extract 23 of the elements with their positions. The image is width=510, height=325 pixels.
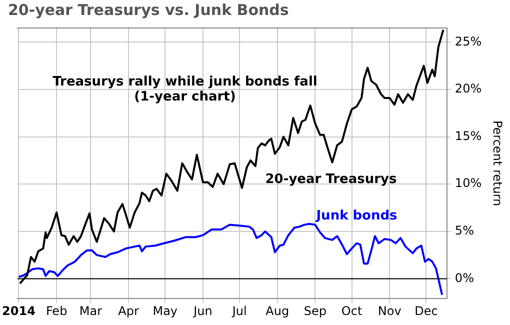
series-label: 20-year Treasurys xyxy=(265,172,398,187)
x-tick-label: Aug xyxy=(266,304,290,318)
y-tick-label: 0% xyxy=(454,270,474,285)
y-tick-label: 10% xyxy=(454,176,482,190)
series-label: Junk bonds xyxy=(315,208,398,224)
chart-title: 20-year Treasurys vs. Junk Bonds xyxy=(8,0,289,19)
x-tick-label: Mar xyxy=(79,304,102,318)
x-tick-label: Sep xyxy=(304,304,326,318)
annotation: Treasurys rally while junk bonds fall (1-year chart) xyxy=(52,74,318,104)
x-tick-label: Dec xyxy=(414,304,438,318)
x-tick-label: Nov xyxy=(378,304,402,318)
y-tick-label: 5% xyxy=(454,224,474,238)
y-tick-label: 15% xyxy=(454,128,482,143)
y-tick-label: 20% xyxy=(454,82,482,96)
x-tick-label: Jul xyxy=(231,304,247,318)
x-tick-label: Apr xyxy=(118,304,139,318)
x-tick-label: May xyxy=(152,304,178,318)
x-tick-label: Feb xyxy=(46,304,68,318)
y-tick-label: 25% xyxy=(454,34,482,48)
x-tick-label: Jun xyxy=(192,304,212,318)
x-tick-label: 2014 xyxy=(2,304,36,318)
x-tick-label: Oct xyxy=(341,304,362,318)
y-axis-title: Percent return xyxy=(490,120,505,206)
